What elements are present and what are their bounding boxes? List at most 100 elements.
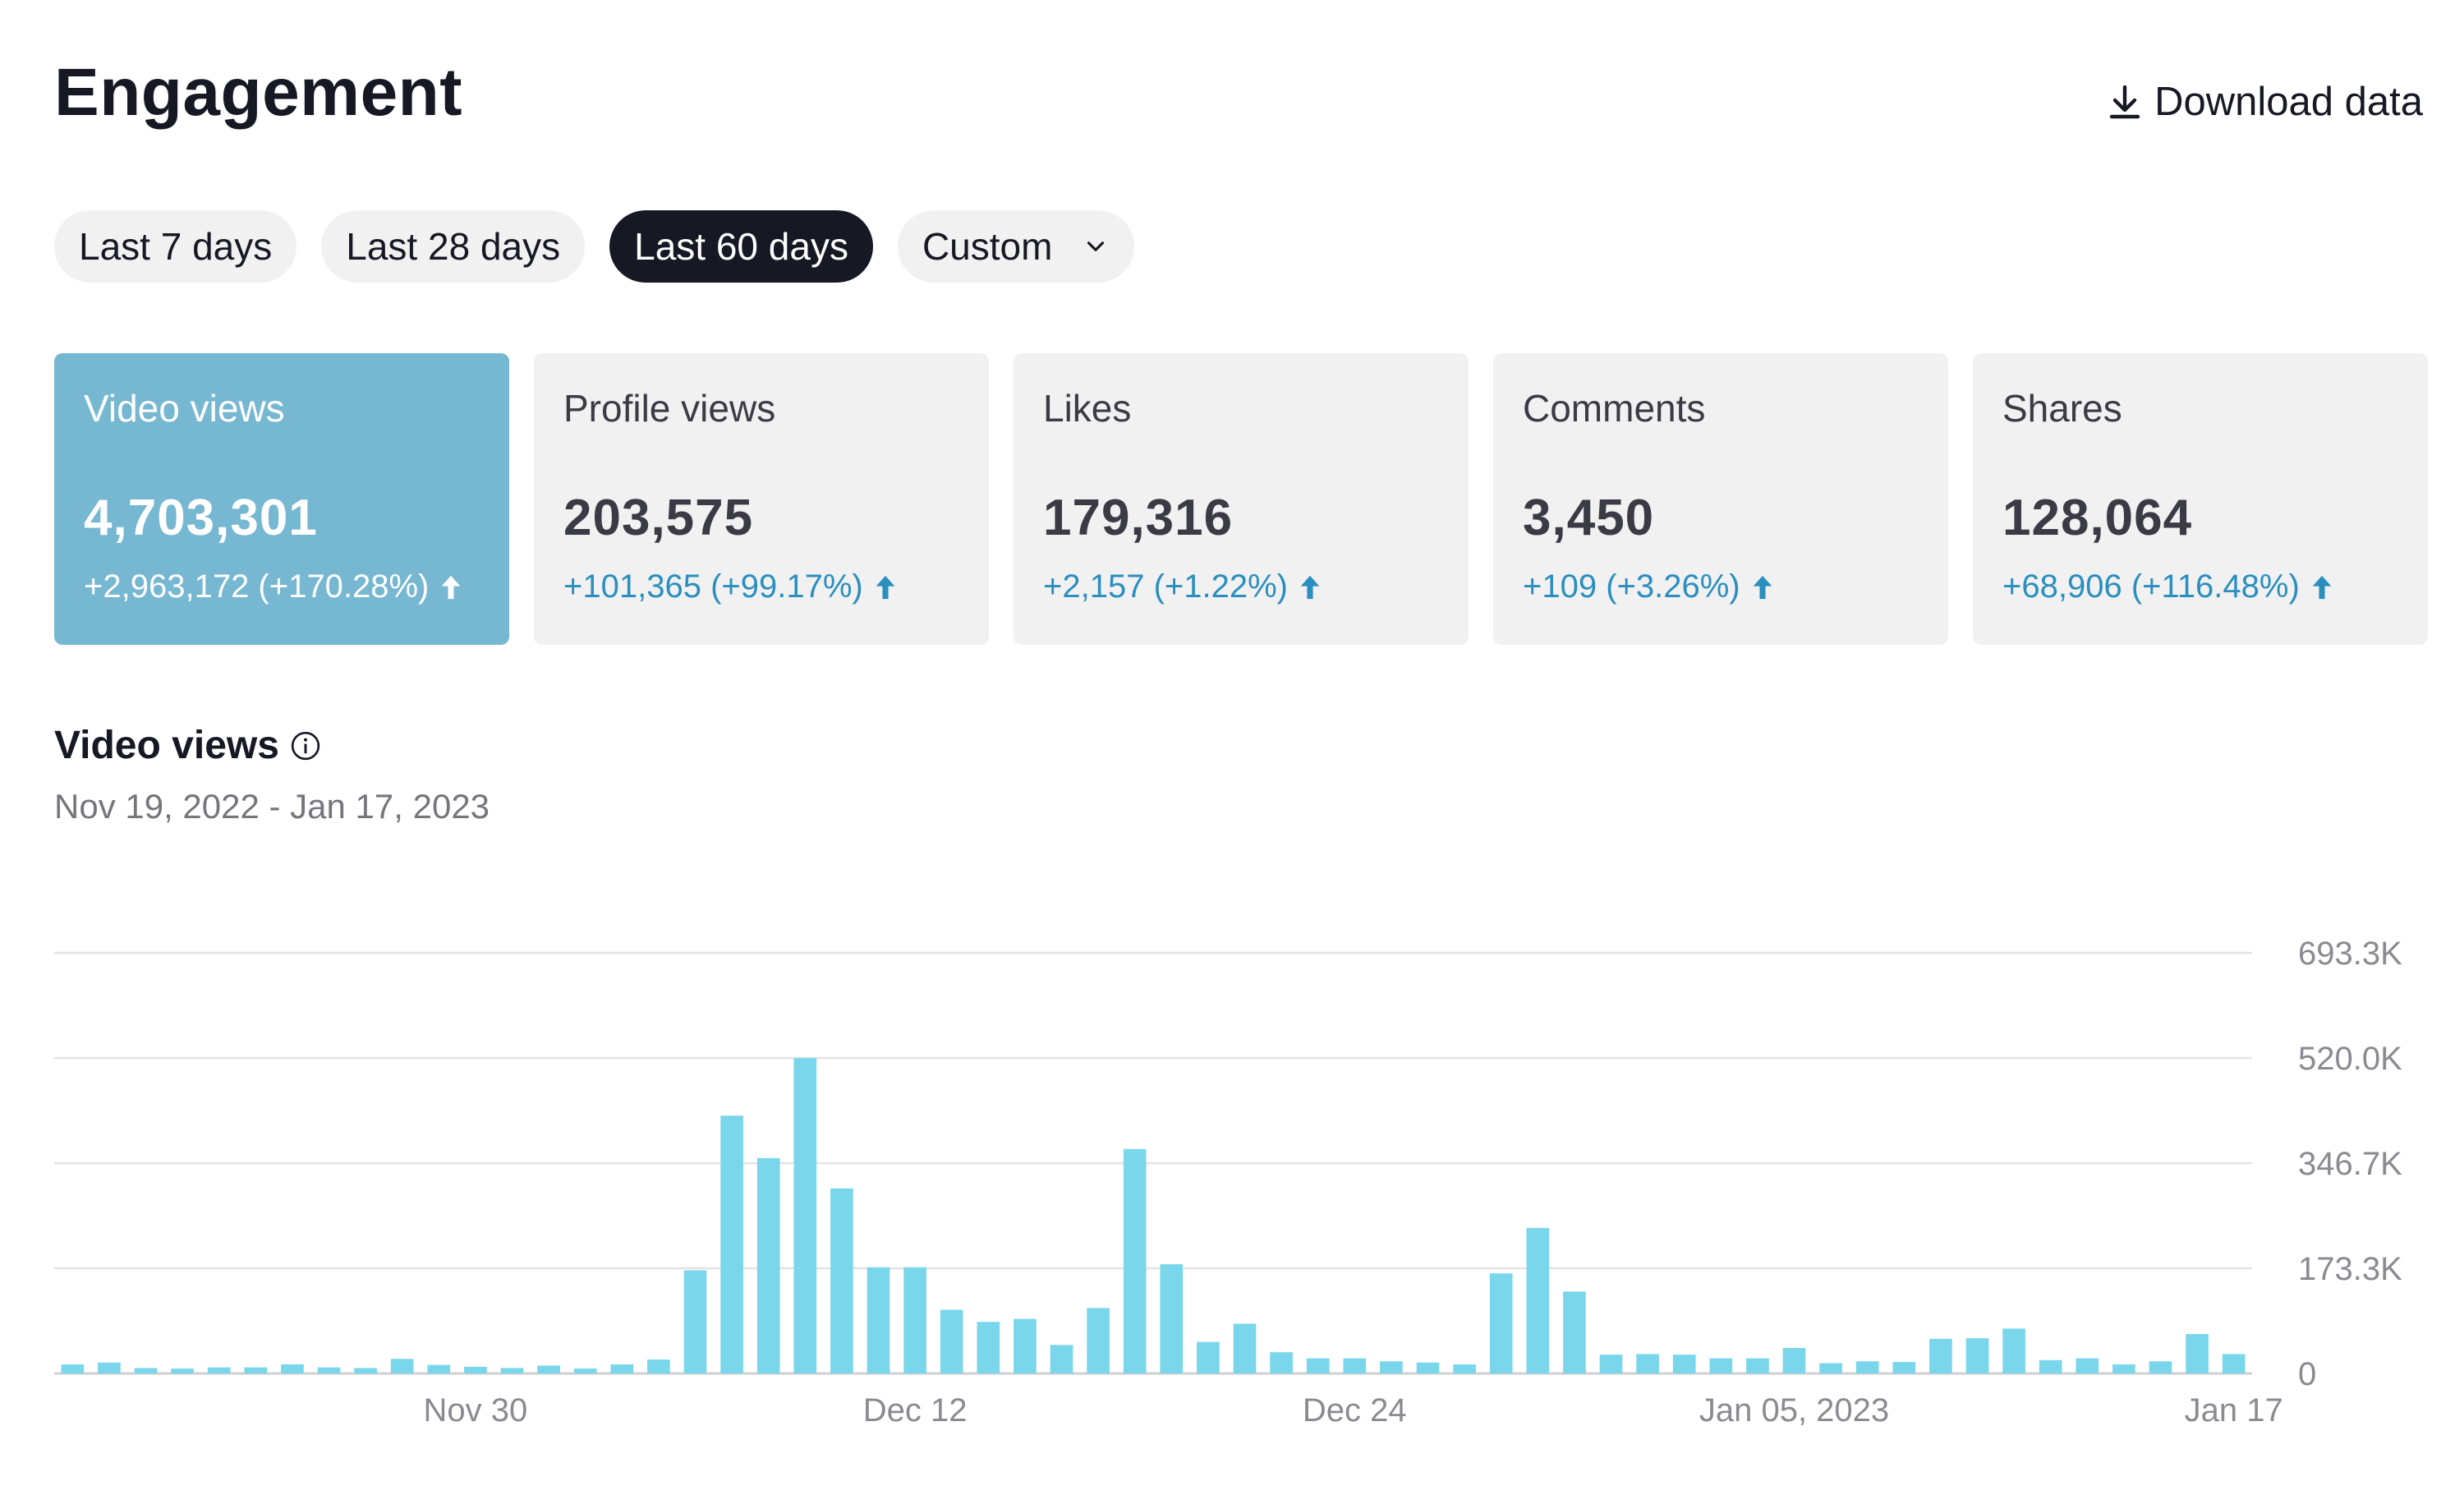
chart-bars (61, 1057, 2246, 1373)
bar-nov-24[interactable] (244, 1367, 268, 1373)
bar-jan-10[interactable] (1965, 1338, 1989, 1373)
bar-nov-21[interactable] (134, 1368, 158, 1373)
bar-dec-18[interactable] (1123, 1148, 1147, 1373)
page-title: Engagement (54, 55, 463, 130)
metric-card-video-views[interactable]: Video views 4,703,301 +2,963,172 (+170.2… (54, 353, 509, 645)
bar-jan-12[interactable] (2039, 1359, 2062, 1373)
metric-cards: Video views 4,703,301 +2,963,172 (+170.2… (54, 353, 2428, 645)
bar-nov-25[interactable] (281, 1364, 304, 1373)
tab-label: Last 60 days (634, 225, 848, 268)
bar-dec-06[interactable] (683, 1270, 707, 1373)
bar-jan-15[interactable] (2149, 1361, 2172, 1373)
bar-nov-20[interactable] (98, 1362, 121, 1373)
bar-jan-02[interactable] (1672, 1355, 1696, 1373)
bar-dec-16[interactable] (1050, 1345, 1073, 1373)
bar-jan-14[interactable] (2112, 1364, 2135, 1373)
metric-card-profile-views[interactable]: Profile views 203,575 +101,365 (+99.17%) (534, 353, 989, 645)
tab-label: Last 7 days (79, 225, 273, 268)
metric-value: 203,575 (563, 490, 754, 546)
arrow-up-icon (876, 575, 895, 599)
bar-nov-26[interactable] (317, 1367, 341, 1373)
metric-value: 3,450 (1523, 490, 1655, 546)
bar-nov-23[interactable] (207, 1367, 231, 1373)
bar-dec-12[interactable] (903, 1267, 926, 1373)
bar-dec-27[interactable] (1453, 1364, 1476, 1373)
metric-value: 128,064 (2002, 490, 2193, 546)
bar-dec-09[interactable] (793, 1057, 817, 1373)
bar-dec-24[interactable] (1343, 1358, 1367, 1373)
bar-dec-22[interactable] (1270, 1352, 1293, 1373)
metric-label: Shares (2002, 387, 2122, 430)
tab-last-28-days[interactable]: Last 28 days (321, 210, 586, 283)
bar-dec-19[interactable] (1160, 1264, 1184, 1373)
bar-dec-10[interactable] (830, 1188, 853, 1373)
bar-jan-09[interactable] (1929, 1338, 1952, 1373)
bar-nov-19[interactable] (61, 1364, 85, 1373)
arrow-up-icon (1300, 575, 1320, 599)
bar-jan-16[interactable] (2186, 1333, 2209, 1373)
download-icon (2109, 85, 2140, 119)
bar-jan-01[interactable] (1636, 1354, 1659, 1373)
tab-label: Custom (922, 225, 1053, 268)
bar-nov-27[interactable] (354, 1368, 377, 1373)
y-tick-label: 346.7K (2298, 1146, 2402, 1182)
bar-jan-05[interactable] (1782, 1347, 1806, 1373)
bar-dec-03[interactable] (573, 1369, 597, 1373)
metric-label: Likes (1043, 387, 1132, 430)
bar-nov-28[interactable] (390, 1359, 414, 1373)
tab-last-60-days[interactable]: Last 60 days (609, 210, 873, 283)
bar-nov-22[interactable] (171, 1369, 194, 1373)
x-tick-label: Nov 30 (424, 1392, 528, 1428)
bar-dec-01[interactable] (500, 1368, 524, 1373)
chart-title: Video views (54, 723, 322, 768)
bar-dec-21[interactable] (1233, 1323, 1257, 1373)
bar-dec-15[interactable] (1014, 1318, 1037, 1373)
bar-dec-29[interactable] (1526, 1227, 1550, 1373)
bar-dec-08[interactable] (756, 1157, 780, 1373)
chart-gridlines (54, 951, 2252, 1375)
tab-last-7-days[interactable]: Last 7 days (54, 210, 297, 283)
bar-jan-07[interactable] (1855, 1361, 1879, 1373)
metric-card-likes[interactable]: Likes 179,316 +2,157 (+1.22%) (1014, 353, 1469, 645)
bar-jan-03[interactable] (1709, 1358, 1733, 1373)
bar-nov-29[interactable] (427, 1364, 451, 1373)
bar-dec-14[interactable] (977, 1322, 1000, 1373)
bar-dec-20[interactable] (1197, 1341, 1220, 1373)
bar-dec-17[interactable] (1087, 1308, 1110, 1373)
bar-jan-17[interactable] (2222, 1354, 2246, 1373)
download-data-button[interactable]: Download data (2105, 79, 2423, 125)
bar-dec-26[interactable] (1416, 1362, 1440, 1373)
bar-dec-23[interactable] (1306, 1358, 1330, 1373)
chart-y-tick-labels: 0 173.3K 346.7K 520.0K 693.3K (2298, 936, 2402, 1392)
metric-change: +2,157 (+1.22%) (1043, 568, 1322, 605)
arrow-up-icon (2312, 575, 2332, 599)
bar-dec-02[interactable] (537, 1365, 560, 1373)
chart-date-range: Nov 19, 2022 - Jan 17, 2023 (54, 787, 490, 826)
bar-jan-04[interactable] (1746, 1358, 1769, 1373)
bar-dec-07[interactable] (720, 1116, 743, 1373)
bar-dec-11[interactable] (867, 1267, 890, 1373)
info-icon[interactable] (289, 729, 322, 762)
metric-change-text: +68,906 (+116.48%) (2002, 568, 2300, 605)
arrow-up-icon (442, 575, 461, 599)
bar-nov-30[interactable] (464, 1366, 487, 1373)
metric-card-comments[interactable]: Comments 3,450 +109 (+3.26%) (1493, 353, 1948, 645)
bar-dec-28[interactable] (1489, 1273, 1513, 1373)
x-tick-label: Jan 05, 2023 (1699, 1392, 1889, 1428)
bar-dec-31[interactable] (1599, 1355, 1623, 1373)
bar-jan-06[interactable] (1819, 1363, 1842, 1373)
chevron-down-icon (1087, 242, 1105, 251)
y-tick-label: 693.3K (2298, 936, 2402, 972)
metric-card-shares[interactable]: Shares 128,064 +68,906 (+116.48%) (1973, 353, 2428, 645)
bar-dec-25[interactable] (1380, 1361, 1403, 1373)
tab-custom-dropdown[interactable]: Custom (897, 210, 1135, 283)
bar-dec-04[interactable] (610, 1364, 634, 1373)
bar-jan-13[interactable] (2076, 1358, 2099, 1373)
bar-dec-13[interactable] (940, 1309, 963, 1373)
x-tick-label: Jan 17 (2185, 1392, 2283, 1428)
bar-jan-11[interactable] (2002, 1328, 2025, 1373)
bar-dec-30[interactable] (1563, 1291, 1586, 1373)
bar-dec-05[interactable] (647, 1359, 670, 1373)
download-data-label: Download data (2154, 80, 2423, 124)
bar-jan-08[interactable] (1892, 1361, 1916, 1373)
